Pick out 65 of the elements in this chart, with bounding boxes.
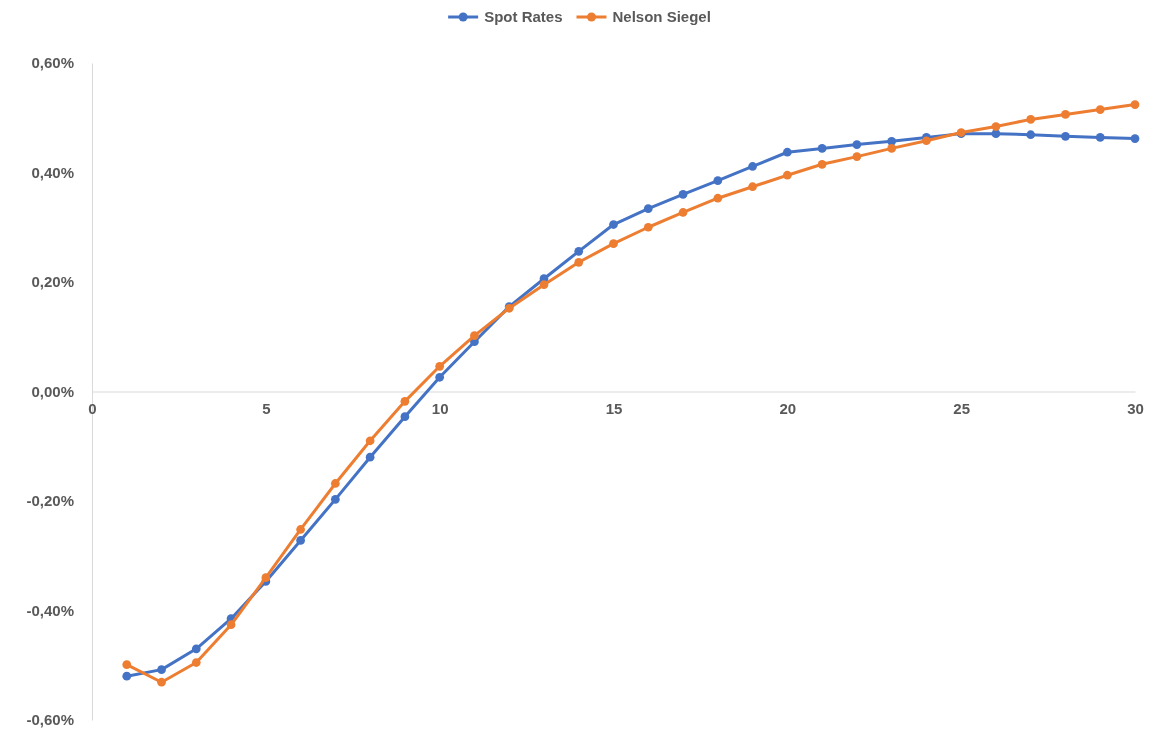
point xyxy=(609,239,618,249)
point xyxy=(1130,100,1140,109)
point xyxy=(748,162,757,171)
point xyxy=(678,190,688,199)
point xyxy=(1061,132,1070,141)
point xyxy=(643,222,653,232)
point xyxy=(748,182,757,192)
point xyxy=(539,280,549,290)
point xyxy=(643,204,653,213)
point xyxy=(713,193,723,203)
point xyxy=(331,479,340,488)
y-tick-label: 0,60% xyxy=(31,54,74,72)
point xyxy=(782,170,792,180)
point xyxy=(400,412,410,422)
y-tick-label: 0,00% xyxy=(31,382,74,400)
point xyxy=(296,525,305,534)
y-tick-label: -0,60% xyxy=(26,711,74,729)
y-tick-label: 0,40% xyxy=(31,163,74,181)
point xyxy=(157,677,166,687)
point xyxy=(713,176,723,186)
point xyxy=(191,658,201,667)
point xyxy=(574,257,584,267)
legend-label: Spot Rates xyxy=(484,8,563,26)
point xyxy=(435,372,445,382)
point xyxy=(261,573,271,583)
x-tick-label: 5 xyxy=(262,400,271,418)
x-tick-label: 30 xyxy=(1127,400,1144,418)
point xyxy=(887,144,896,153)
point xyxy=(1095,133,1105,142)
point xyxy=(817,159,827,169)
x-tick-label: 15 xyxy=(605,400,623,418)
point xyxy=(122,660,132,670)
point xyxy=(435,361,445,371)
point xyxy=(365,436,375,446)
point xyxy=(296,536,305,545)
point xyxy=(1026,130,1036,140)
y-tick-label: -0,20% xyxy=(26,492,74,510)
x-tick-label: 25 xyxy=(953,400,971,418)
point xyxy=(191,644,201,654)
point xyxy=(122,671,132,681)
point xyxy=(470,331,479,341)
point xyxy=(1130,134,1140,143)
point xyxy=(991,122,1001,131)
x-tick-label: 0 xyxy=(88,400,97,418)
point xyxy=(782,147,792,157)
point xyxy=(1026,115,1036,124)
point xyxy=(226,620,236,630)
point xyxy=(400,396,410,406)
point xyxy=(157,665,166,674)
point xyxy=(1095,105,1105,114)
point xyxy=(852,140,862,149)
point xyxy=(365,452,375,462)
point xyxy=(331,495,340,504)
point xyxy=(817,144,827,153)
x-tick-label: 10 xyxy=(431,400,449,418)
point xyxy=(678,208,688,217)
point xyxy=(1061,110,1070,119)
point xyxy=(574,246,584,256)
point xyxy=(922,136,931,146)
y-tick-label: -0,40% xyxy=(26,601,74,619)
y-tick-label: 0,20% xyxy=(31,273,74,291)
point xyxy=(852,152,862,161)
legend-label: Nelson Siegel xyxy=(612,8,711,26)
point xyxy=(609,220,618,229)
x-tick-label: 20 xyxy=(779,400,797,418)
